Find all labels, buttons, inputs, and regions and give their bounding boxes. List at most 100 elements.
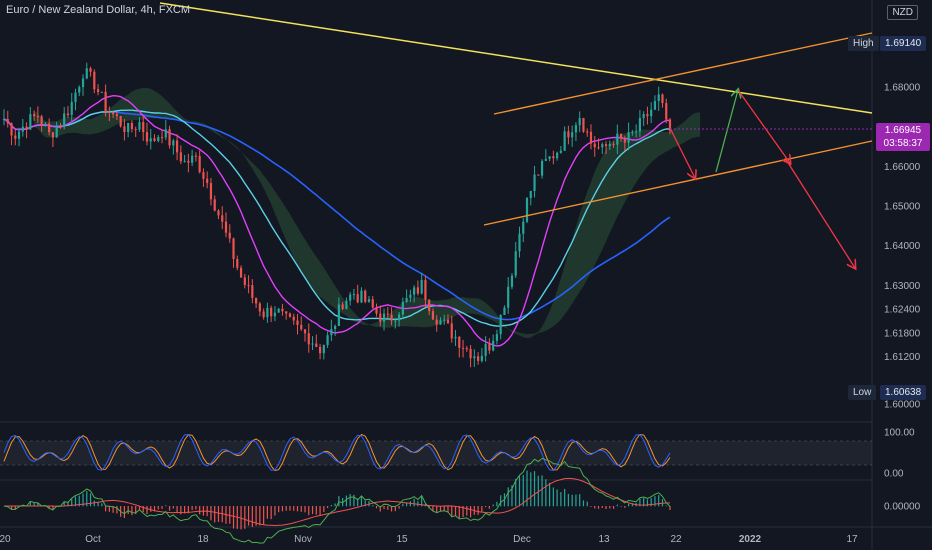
- osc-band: [0, 441, 872, 465]
- macd-histogram-bar: [52, 506, 54, 511]
- macd-histogram-bar: [462, 506, 464, 518]
- candle-body: [89, 68, 92, 72]
- candle-body: [499, 315, 502, 335]
- candle-body: [221, 215, 224, 222]
- candle-body: [616, 133, 619, 145]
- candle-body: [81, 78, 85, 88]
- ma-fast-line: [3, 94, 671, 347]
- candle-body: [492, 340, 495, 351]
- candle-body: [642, 114, 645, 119]
- macd-histogram-bar: [597, 506, 600, 509]
- time-tick-label: 17: [846, 534, 858, 545]
- candle-body: [213, 199, 216, 211]
- time-tick-label: 2022: [739, 534, 762, 545]
- macd-histogram-bar: [605, 506, 607, 509]
- candle-body: [307, 333, 310, 345]
- price-tick-label: 1.61200: [884, 352, 921, 363]
- osc-tick-label: 100.00: [884, 428, 915, 439]
- candle-body: [578, 118, 581, 126]
- candle-body: [413, 287, 416, 295]
- candle-body: [217, 210, 220, 216]
- candle-body: [164, 129, 167, 138]
- candle-body: [330, 329, 333, 336]
- candle-body: [420, 280, 423, 294]
- macd-histogram-bar: [481, 506, 483, 512]
- moving-averages: [3, 94, 671, 347]
- macd-histogram-bar: [466, 506, 468, 516]
- macd-histogram-bar: [360, 495, 363, 507]
- macd-histogram-bar: [492, 504, 494, 507]
- time-tick-label: 15: [396, 534, 408, 545]
- candle-body: [66, 113, 70, 116]
- candle-body: [239, 267, 243, 278]
- candle-body: [123, 126, 126, 133]
- currency-badge[interactable]: NZD: [887, 5, 918, 20]
- candle-body: [480, 355, 483, 361]
- macd-histogram-bar: [586, 501, 588, 507]
- candle-body: [270, 307, 273, 317]
- cloud-band: [34, 87, 701, 339]
- candle-body: [93, 71, 96, 90]
- price-tick-label: 1.62400: [884, 305, 921, 316]
- countdown: 03:58:37: [883, 138, 923, 149]
- low-label: Low: [848, 385, 877, 400]
- macd-histogram-bar: [153, 506, 156, 512]
- candle-body: [443, 319, 446, 321]
- macd-histogram-bar: [195, 506, 197, 510]
- candle-body: [473, 356, 476, 359]
- macd-histogram-bar: [507, 487, 509, 507]
- macd-histogram-bar: [594, 506, 596, 509]
- candle-body: [29, 114, 32, 130]
- candle-body: [175, 140, 179, 153]
- macd-tick-label: 0.00000: [884, 502, 921, 513]
- macd-histogram-bar: [443, 506, 445, 512]
- candle-body: [2, 119, 6, 121]
- time-tick-label: Nov: [294, 534, 312, 545]
- candle-body: [589, 131, 593, 144]
- macd-histogram-bar: [89, 493, 92, 507]
- macd-histogram-bar: [402, 503, 404, 507]
- macd-histogram-bar: [530, 472, 532, 507]
- macd-histogram-bar: [108, 506, 110, 512]
- price-tick-label: 1.63000: [884, 281, 921, 292]
- macd-histogram-bar: [199, 506, 201, 515]
- arrow-down-long: [784, 157, 855, 268]
- candle-body: [627, 132, 630, 143]
- macd-histogram-bar: [285, 506, 287, 511]
- candle-body: [601, 144, 604, 148]
- ma-medium-line: [3, 109, 670, 327]
- macd-histogram-bar: [609, 506, 611, 509]
- chart-title: Euro / New Zealand Dollar, 4h, FXCM: [6, 4, 191, 16]
- macd-histogram-bar: [112, 506, 114, 513]
- macd-histogram-bar: [375, 506, 378, 509]
- macd-histogram-bar: [135, 506, 137, 515]
- drawings[interactable]: [159, 2, 873, 268]
- macd-histogram-bar: [263, 506, 265, 525]
- macd-histogram-bar: [138, 506, 141, 511]
- candle-body: [544, 159, 547, 161]
- candle-body: [646, 114, 649, 117]
- candle-body: [514, 251, 517, 276]
- candle-body: [661, 94, 664, 104]
- candle-body: [668, 119, 672, 131]
- candle-body: [556, 152, 559, 159]
- macd-histogram-bar: [522, 474, 524, 507]
- candle-body: [435, 319, 438, 325]
- macd-histogram-bar: [654, 496, 656, 507]
- candle-body: [262, 311, 265, 318]
- candle-body: [112, 112, 115, 115]
- candle-body: [522, 221, 525, 234]
- candle-body: [461, 347, 465, 349]
- price-tick-label: 1.64000: [884, 241, 921, 252]
- macd-histogram-bar: [251, 506, 253, 527]
- candle-body: [450, 323, 453, 339]
- candle-body: [458, 336, 461, 348]
- macd-histogram-bar: [296, 506, 299, 512]
- macd-histogram-bar: [326, 506, 329, 508]
- macd-histogram-bar: [567, 493, 570, 507]
- macd-histogram-bar: [643, 497, 645, 507]
- macd-histogram-bar: [308, 506, 310, 516]
- macd-histogram-bar: [624, 506, 626, 508]
- candle-body: [258, 303, 261, 312]
